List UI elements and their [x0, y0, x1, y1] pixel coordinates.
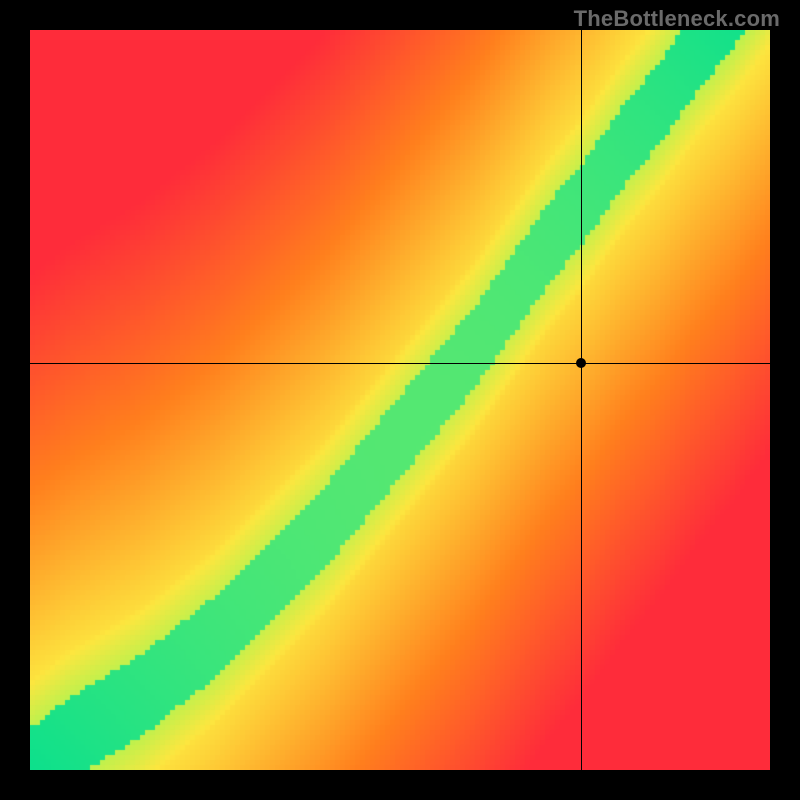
heatmap-canvas: [30, 30, 770, 770]
crosshair-vertical: [581, 30, 582, 770]
heatmap-plot: [30, 30, 770, 770]
page-root: TheBottleneck.com: [0, 0, 800, 800]
watermark-text: TheBottleneck.com: [574, 6, 780, 32]
crosshair-horizontal: [30, 363, 770, 364]
crosshair-marker: [576, 358, 586, 368]
